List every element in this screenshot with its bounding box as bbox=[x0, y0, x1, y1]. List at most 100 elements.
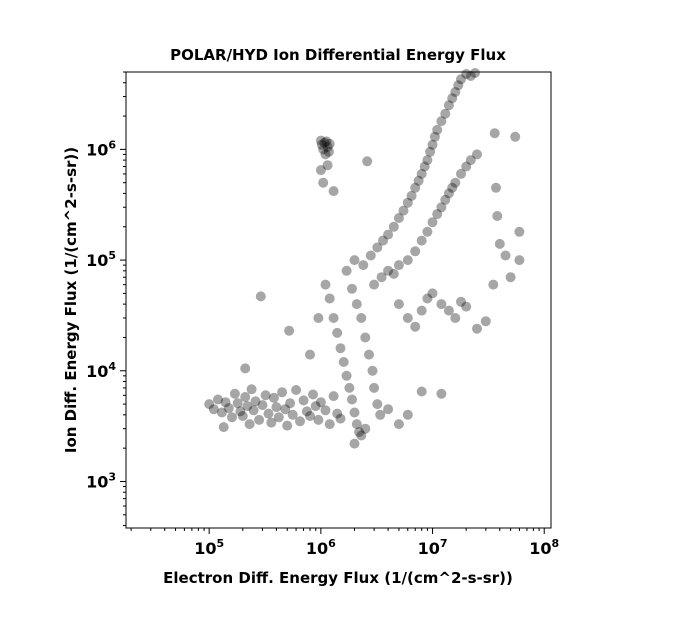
data-point bbox=[393, 260, 404, 271]
data-point bbox=[356, 430, 367, 441]
data-point bbox=[313, 313, 324, 323]
data-point bbox=[427, 288, 438, 299]
data-point bbox=[456, 296, 466, 307]
data-point bbox=[514, 255, 525, 266]
points-layer bbox=[204, 68, 525, 449]
data-point bbox=[356, 313, 367, 323]
data-point bbox=[255, 291, 266, 302]
data-point bbox=[277, 387, 288, 398]
data-point bbox=[422, 293, 433, 304]
data-point bbox=[347, 283, 357, 294]
data-point bbox=[227, 412, 237, 423]
data-point bbox=[273, 412, 284, 423]
data-point bbox=[360, 332, 371, 343]
data-point bbox=[406, 190, 417, 201]
data-point bbox=[285, 398, 296, 409]
data-point bbox=[332, 408, 343, 419]
data-point bbox=[305, 349, 315, 360]
data-point bbox=[216, 407, 227, 418]
data-point bbox=[376, 272, 387, 283]
data-point bbox=[254, 414, 265, 425]
data-point bbox=[362, 156, 373, 167]
data-point bbox=[335, 413, 346, 424]
data-point bbox=[461, 301, 472, 312]
data-point bbox=[335, 343, 346, 354]
data-point bbox=[450, 313, 461, 323]
data-point bbox=[218, 422, 229, 433]
data-point bbox=[388, 268, 399, 279]
data-point bbox=[440, 194, 451, 205]
data-point bbox=[240, 392, 251, 402]
data-point bbox=[402, 409, 413, 420]
data-point bbox=[369, 279, 380, 290]
data-point bbox=[450, 177, 461, 188]
data-point bbox=[427, 139, 438, 150]
data-point bbox=[213, 394, 223, 405]
data-point bbox=[246, 384, 257, 395]
data-point bbox=[383, 404, 394, 415]
data-point bbox=[491, 182, 501, 193]
data-point bbox=[432, 209, 443, 220]
data-point bbox=[410, 321, 421, 332]
data-point bbox=[372, 399, 383, 410]
data-point bbox=[328, 391, 339, 402]
y-tick-label: 106 bbox=[86, 138, 116, 159]
data-point bbox=[402, 313, 413, 323]
data-point bbox=[358, 260, 369, 271]
data-point bbox=[465, 155, 476, 166]
data-point bbox=[284, 325, 295, 336]
data-point bbox=[432, 124, 443, 135]
data-point bbox=[465, 71, 476, 81]
ticks-layer: 105 106 107 108 103 104 105 106 bbox=[86, 71, 559, 558]
x-axis-label: Electron Diff. Energy Flux (1/(cm^2-s-sr… bbox=[163, 569, 513, 587]
data-point bbox=[456, 168, 466, 179]
x-tick-label: 108 bbox=[529, 537, 559, 558]
data-point bbox=[470, 68, 480, 78]
data-point bbox=[393, 213, 404, 223]
data-point bbox=[235, 406, 246, 417]
data-point bbox=[322, 142, 333, 152]
data-point bbox=[244, 419, 255, 430]
data-point bbox=[308, 389, 318, 400]
y-tick-label: 103 bbox=[86, 470, 116, 491]
data-point bbox=[316, 139, 327, 150]
data-point bbox=[447, 93, 458, 104]
data-point bbox=[240, 363, 251, 374]
data-point bbox=[232, 398, 243, 409]
data-point bbox=[383, 229, 394, 240]
data-point bbox=[410, 246, 421, 257]
data-point bbox=[282, 420, 293, 431]
data-point bbox=[365, 250, 376, 261]
data-point bbox=[313, 414, 324, 425]
data-point bbox=[287, 409, 298, 420]
data-point bbox=[328, 186, 339, 197]
data-point bbox=[443, 188, 454, 199]
data-point bbox=[344, 382, 355, 393]
data-point bbox=[263, 408, 274, 419]
data-point bbox=[440, 108, 451, 119]
data-point bbox=[364, 349, 374, 360]
data-point bbox=[413, 175, 424, 186]
data-point bbox=[349, 255, 360, 266]
y-axis-label: Ion Diff. Energy Flux (1/(cm^2-s-sr)) bbox=[62, 147, 80, 453]
data-point bbox=[341, 265, 352, 276]
data-point bbox=[422, 226, 433, 237]
data-point bbox=[427, 217, 438, 228]
data-point bbox=[204, 399, 215, 410]
data-point bbox=[429, 131, 440, 142]
data-point bbox=[315, 397, 326, 408]
data-point bbox=[354, 427, 365, 437]
data-point bbox=[341, 370, 352, 381]
data-point bbox=[393, 419, 404, 430]
data-point bbox=[367, 365, 378, 376]
data-point bbox=[351, 299, 362, 310]
data-point bbox=[510, 131, 521, 142]
data-point bbox=[456, 74, 466, 85]
data-point bbox=[260, 390, 271, 401]
data-point bbox=[416, 305, 427, 316]
data-point bbox=[332, 327, 343, 338]
data-point bbox=[393, 299, 404, 310]
data-point bbox=[349, 438, 360, 449]
data-point bbox=[291, 385, 302, 395]
